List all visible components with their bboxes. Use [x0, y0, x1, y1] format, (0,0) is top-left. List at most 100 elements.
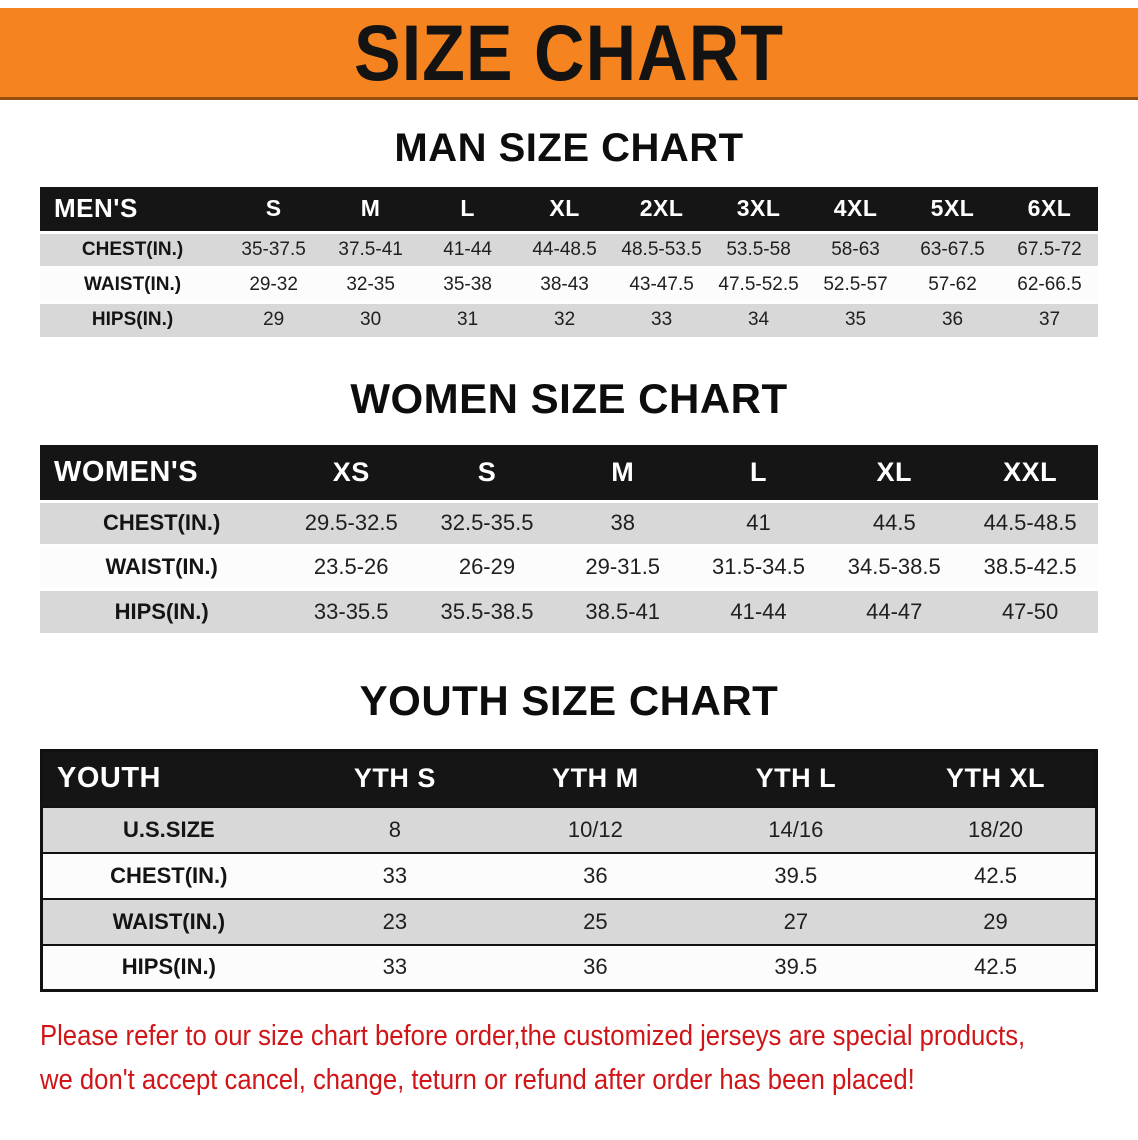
header-row: WOMEN'S XS S M L XL XXL — [40, 445, 1098, 501]
size-value-cell: 35-37.5 — [241, 238, 306, 260]
measurement-row: HIPS(IN.) 33-35.5 35.5-38.5 38.5-41 41-44 44-… — [40, 589, 1098, 633]
size-value-cell: 8 — [388, 816, 402, 842]
size-value-cell: 58-63 — [831, 238, 880, 260]
size-value-cell: 41 — [746, 510, 771, 535]
table-title-cell: YOUTH — [41, 750, 295, 807]
table-title-cell: MEN'S — [40, 187, 226, 232]
table-body: U.S.SIZE 8 10/12 14/16 18/20 CHEST(IN.) 33 36 39… — [41, 806, 1097, 991]
size-value-cell: 18/20 — [967, 816, 1024, 842]
size-value-cell: 44-48.5 — [532, 238, 597, 260]
table-body: CHEST(IN.) 29.5-32.5 32.5-35.5 38 41 44.5 44.5… — [40, 501, 1098, 633]
row-label-cell: WAIST(IN.) — [84, 273, 182, 295]
size-value-cell: 38 — [610, 510, 635, 535]
size-value-cell: 36 — [583, 954, 608, 980]
youth-section-title: YOUTH SIZE CHART — [359, 677, 779, 724]
size-value-cell: 34 — [747, 309, 770, 331]
measurement-row: WAIST(IN.) 23.5-26 26-29 29-31.5 31.5-34.5 34… — [40, 545, 1098, 589]
measurement-row: WAIST(IN.) 29-32 32-35 35-38 38-43 43-47.5 47.… — [40, 267, 1098, 302]
size-value-cell: 33 — [382, 954, 408, 980]
size-value-cell: 14/16 — [768, 816, 824, 842]
row-label-cell: HIPS(IN.) — [121, 954, 216, 980]
disclaimer-line-1: Please refer to our size chart before or… — [40, 1020, 1026, 1052]
row-label-cell: WAIST(IN.) — [105, 554, 218, 579]
row-label-cell: HIPS(IN.) — [91, 309, 174, 331]
size-value-cell: 42.5 — [974, 954, 1017, 980]
row-label-cell: CHEST(IN.) — [81, 238, 184, 260]
size-header-cell: S — [419, 445, 555, 501]
measurement-row: CHEST(IN.) 29.5-32.5 32.5-35.5 38 41 44.5 44.5… — [40, 501, 1098, 545]
size-value-cell: 36 — [941, 309, 964, 331]
size-header-cell: YTH M — [495, 750, 696, 807]
table-head: YOUTH YTH S YTH M YTH L YTH XL — [41, 750, 1097, 807]
size-header-cell: L — [419, 187, 517, 232]
size-value-cell: 10/12 — [567, 816, 623, 842]
row-label-cell: U.S.SIZE — [123, 816, 215, 842]
size-value-cell: 29-31.5 — [585, 554, 661, 579]
size-value-cell: 67.5-72 — [1017, 238, 1082, 260]
size-header-cell: XL — [826, 445, 963, 501]
measurement-row: CHEST(IN.) 33 36 39.5 42.5 — [41, 852, 1097, 899]
size-value-cell: 53.5-58 — [726, 238, 791, 260]
women-size-section: WOMEN SIZE CHART WOMEN'S XS S M L XL XXL CHEST(… — [0, 375, 1138, 633]
size-header-cell: 5XL — [904, 187, 1002, 232]
size-value-cell: 23.5-26 — [313, 554, 389, 579]
youth-size-table: YOUTH YTH S YTH M YTH L YTH XL U.S.SIZE 8 10/12… — [40, 749, 1098, 992]
size-value-cell: 44.5 — [872, 510, 916, 535]
size-header-cell: XL — [516, 187, 614, 232]
table-title-cell: WOMEN'S — [40, 445, 284, 501]
disclaimer-line-2: we don't accept cancel, change, teturn o… — [40, 1064, 915, 1097]
size-value-cell: 38-43 — [540, 273, 589, 295]
table-body: CHEST(IN.) 35-37.5 37.5-41 41-44 44-48.5 48.5… — [40, 232, 1098, 337]
size-value-cell: 34.5-38.5 — [847, 554, 941, 579]
size-value-cell: 26-29 — [458, 554, 516, 579]
size-header-cell: 3XL — [710, 187, 808, 232]
table-head: MEN'S S M L XL 2XL 3XL 4XL 5XL 6XL — [40, 187, 1098, 232]
youth-size-section: YOUTH SIZE CHART YOUTH YTH S YTH M YTH L YTH… — [0, 677, 1138, 992]
size-value-cell: 35.5-38.5 — [440, 598, 534, 624]
size-value-cell: 37 — [1038, 309, 1061, 331]
size-value-cell: 33 — [651, 309, 673, 331]
size-value-cell: 33 — [382, 862, 408, 888]
row-label-cell: HIPS(IN.) — [114, 598, 209, 624]
size-value-cell: 47-50 — [1001, 598, 1059, 624]
measurement-row: CHEST(IN.) 35-37.5 37.5-41 41-44 44-48.5 48.5… — [40, 232, 1098, 267]
size-value-cell: 42.5 — [974, 862, 1017, 888]
women-section-title: WOMEN SIZE CHART — [350, 375, 788, 422]
page-title: SIZE CHART — [354, 8, 784, 97]
size-header-cell: L — [690, 445, 827, 501]
size-header-cell: M — [554, 445, 691, 501]
size-value-cell: 38.5-41 — [585, 598, 661, 624]
measurement-row: HIPS(IN.) 29 30 31 32 33 34 35 36 37 — [40, 302, 1098, 337]
size-header-cell: YTH S — [294, 750, 496, 807]
size-value-cell: 44.5-48.5 — [983, 510, 1077, 535]
measurement-row: U.S.SIZE 8 10/12 14/16 18/20 — [41, 806, 1097, 853]
size-header-cell: YTH XL — [896, 750, 1097, 807]
size-value-cell: 39.5 — [774, 954, 818, 980]
size-value-cell: 29 — [983, 908, 1008, 934]
measurement-row: WAIST(IN.) 23 25 27 29 — [41, 898, 1097, 945]
size-value-cell: 57-62 — [928, 273, 977, 295]
size-value-cell: 29-32 — [249, 273, 298, 295]
size-value-cell: 25 — [583, 908, 608, 934]
size-header-cell: 4XL — [807, 187, 905, 232]
size-header-cell: XXL — [962, 445, 1098, 501]
size-header-cell: M — [322, 187, 420, 232]
size-value-cell: 31.5-34.5 — [712, 554, 805, 579]
size-header-cell: XS — [283, 445, 420, 501]
size-value-cell: 47.5-52.5 — [718, 273, 799, 295]
size-header-cell: YTH L — [695, 750, 897, 807]
size-value-cell: 23 — [382, 908, 408, 934]
size-value-cell: 32-35 — [346, 273, 395, 295]
size-header-cell: 6XL — [1001, 187, 1098, 232]
row-label-cell: CHEST(IN.) — [103, 510, 221, 535]
size-value-cell: 39.5 — [774, 862, 818, 888]
header-row: YOUTH YTH S YTH M YTH L YTH XL — [41, 750, 1097, 807]
size-value-cell: 38.5-42.5 — [983, 554, 1077, 579]
order-disclaimer: Please refer to our size chart before or… — [40, 1014, 1098, 1102]
size-value-cell: 52.5-57 — [823, 273, 888, 295]
size-value-cell: 35-38 — [443, 273, 492, 295]
size-value-cell: 37.5-41 — [338, 238, 403, 260]
size-value-cell: 36 — [583, 862, 608, 888]
size-value-cell: 48.5-53.5 — [621, 238, 702, 260]
size-value-cell: 41-44 — [443, 238, 492, 260]
